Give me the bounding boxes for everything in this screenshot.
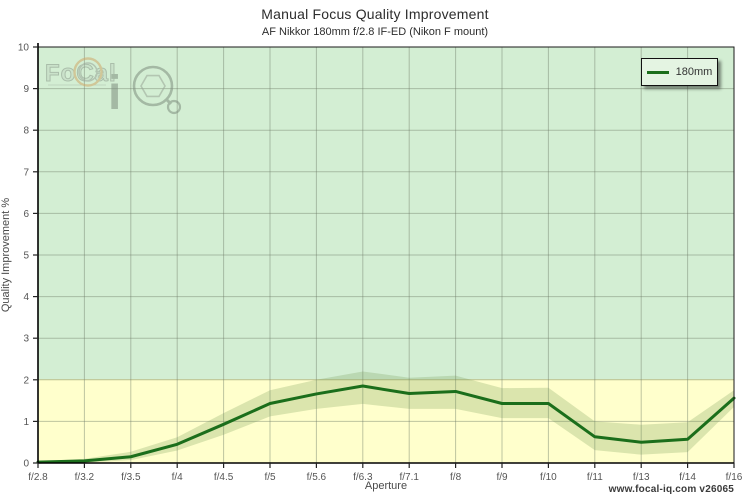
y-tick-label: 10 — [18, 43, 30, 54]
watermark-i-letter: i — [108, 67, 121, 120]
x-tick-label: f/10 — [540, 472, 557, 483]
y-tick-label: 4 — [23, 292, 29, 303]
y-tick-label: 9 — [23, 84, 29, 95]
legend-series-label: 180mm — [675, 66, 713, 78]
x-tick-label: f/16 — [726, 472, 743, 483]
y-tick-label: 2 — [23, 375, 29, 386]
focal-iq-watermark-logo: FoCal i — [45, 57, 182, 120]
x-tick-label: f/7.1 — [399, 472, 419, 483]
watermark-aperture-inner-icon — [78, 62, 98, 82]
x-tick-label: f/13 — [633, 472, 650, 483]
x-tick-label: f/8 — [450, 472, 462, 483]
x-tick-label: f/5.6 — [307, 472, 327, 483]
zone-good-zone — [38, 47, 734, 380]
watermark-aperture-ring-icon — [73, 57, 103, 87]
y-tick-label: 6 — [23, 209, 29, 220]
watermark-iris-blades-icon — [140, 74, 166, 98]
footer-branding: www.focal-iq.com v26065 — [608, 484, 734, 495]
y-axis-title: Quality Improvement % — [0, 197, 12, 313]
watermark-magnifier-lens-icon — [132, 65, 174, 107]
chart-subtitle: AF Nikkor 180mm f/2.8 IF-ED (Nikon F mou… — [261, 26, 489, 38]
x-tick-label: f/11 — [587, 472, 603, 483]
y-tick-label: 1 — [23, 417, 29, 428]
y-tick-label: 8 — [23, 126, 29, 137]
chart-title: Manual Focus Quality Improvement — [261, 6, 489, 22]
x-tick-label: f/5 — [264, 472, 276, 483]
legend-line-swatch-icon — [646, 70, 669, 74]
series-line-180mm — [36, 384, 736, 464]
x-tick-label: f/6.3 — [353, 472, 373, 483]
x-tick-label: f/2.8 — [28, 472, 48, 483]
x-axis-title: Aperture — [364, 480, 408, 492]
x-tick-label: f/3.2 — [75, 472, 95, 483]
x-tick-label: f/4 — [172, 472, 184, 483]
legend: 180mm — [641, 58, 718, 86]
y-tick-label: 3 — [23, 334, 29, 345]
x-tick-label: f/9 — [496, 472, 508, 483]
x-tick-label: f/4.5 — [214, 472, 234, 483]
y-tick-label: 0 — [23, 459, 29, 470]
y-tick-label: 5 — [23, 251, 29, 262]
x-tick-label: f/14 — [679, 472, 696, 483]
x-tick-label: f/3.5 — [121, 472, 141, 483]
y-tick-label: 7 — [23, 167, 29, 178]
watermark-small-magnifier-icon — [166, 99, 182, 115]
